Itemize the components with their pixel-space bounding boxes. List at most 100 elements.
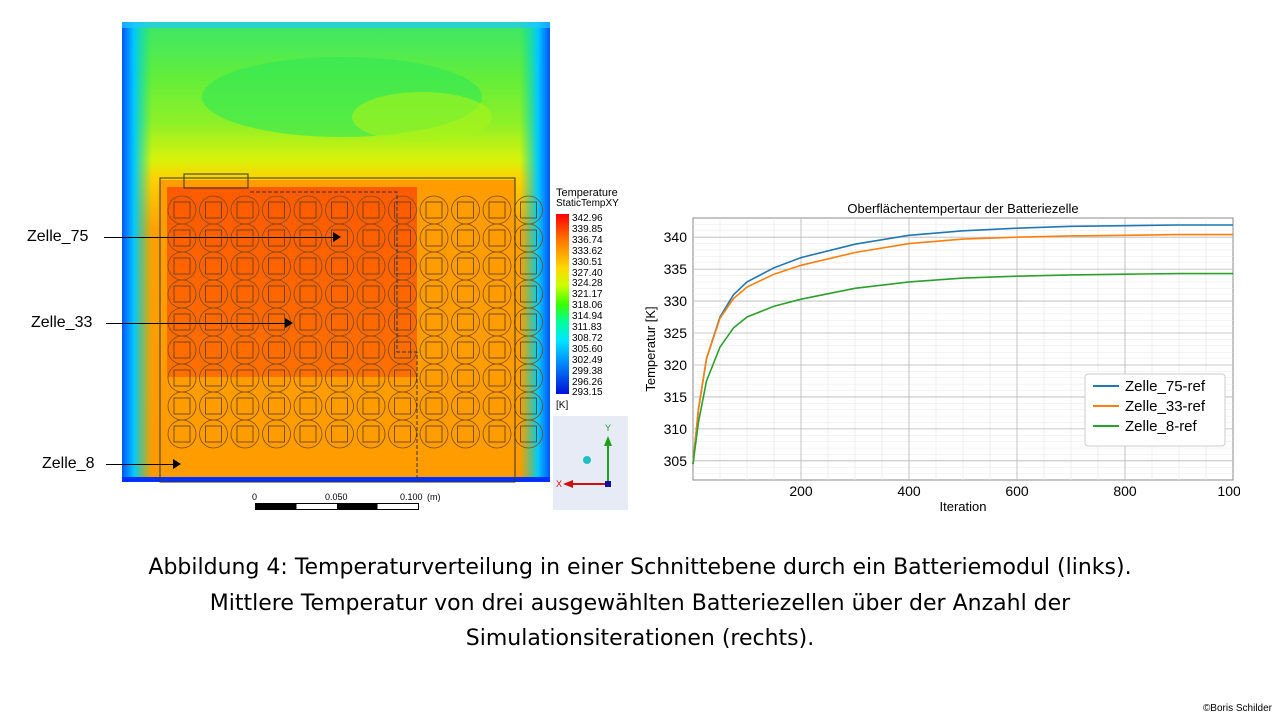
battery-cell-core bbox=[205, 229, 222, 247]
y-tick-label: 340 bbox=[664, 229, 688, 245]
scale-bar: 0 0.050 0.100 (m) bbox=[252, 492, 441, 510]
legend-value: 318.06 bbox=[572, 300, 603, 312]
cell-label-75: Zelle_75 bbox=[27, 228, 89, 245]
battery-cell-core bbox=[236, 257, 254, 275]
battery-cell-core bbox=[362, 313, 380, 331]
battery-cell-core bbox=[331, 229, 348, 247]
legend-value: 342.96 bbox=[572, 213, 603, 224]
battery-cell-core bbox=[488, 369, 506, 387]
battery-cell-core bbox=[236, 341, 254, 359]
battery-cell-core bbox=[173, 229, 191, 247]
x-tick-label: 800 bbox=[1113, 483, 1137, 499]
battery-cell-core bbox=[299, 397, 317, 415]
battery-cell-core bbox=[236, 425, 254, 443]
battery-cell-core bbox=[236, 201, 254, 219]
battery-cell-core bbox=[173, 313, 191, 331]
battery-cell bbox=[451, 419, 480, 449]
battery-cell-core bbox=[425, 341, 443, 359]
y-tick-label: 330 bbox=[664, 293, 688, 309]
battery-cell bbox=[262, 419, 291, 449]
series-line-zelle_8-ref bbox=[692, 272, 1233, 465]
arrow-zelle-75 bbox=[104, 237, 334, 238]
battery-cell bbox=[356, 419, 386, 449]
axis-x-label: X bbox=[556, 479, 563, 489]
battery-cell-core bbox=[299, 313, 317, 331]
axis-triad bbox=[563, 436, 612, 488]
battery-cell-core bbox=[362, 369, 380, 387]
legend-value: 330.51 bbox=[572, 256, 603, 268]
battery-cell-core bbox=[425, 425, 443, 443]
x-axis-label: Iteration bbox=[940, 499, 987, 514]
battery-cell bbox=[230, 419, 260, 449]
battery-cell-core bbox=[331, 201, 348, 219]
battery-cell-core bbox=[394, 341, 411, 359]
battery-cell-core bbox=[268, 397, 285, 415]
battery-cell-core bbox=[362, 341, 380, 359]
battery-cell bbox=[293, 419, 323, 449]
battery-cell-core bbox=[299, 369, 317, 387]
battery-cell-core bbox=[299, 341, 317, 359]
scale-unit: (m) bbox=[427, 492, 441, 502]
battery-cell-core bbox=[394, 369, 411, 387]
battery-cell-core bbox=[331, 257, 348, 275]
legend-value: 296.26 bbox=[572, 376, 603, 388]
battery-cell-core bbox=[299, 201, 317, 219]
axis-y-label: Y bbox=[605, 423, 612, 433]
scale-label-0: 0 bbox=[252, 492, 258, 502]
legend-value: 299.38 bbox=[572, 365, 603, 377]
battery-cell bbox=[199, 419, 228, 449]
battery-cell-core bbox=[394, 425, 411, 443]
battery-cell-core bbox=[362, 397, 380, 415]
battery-cell-core bbox=[268, 285, 285, 303]
battery-cell-core bbox=[488, 341, 506, 359]
battery-cell-core bbox=[425, 201, 443, 219]
battery-cell-core bbox=[488, 229, 506, 247]
battery-cell-core bbox=[331, 369, 348, 387]
legend-entry: Zelle_8-ref bbox=[1125, 418, 1198, 435]
series-line-zelle_33-ref bbox=[692, 233, 1233, 465]
battery-cell-core bbox=[236, 397, 254, 415]
battery-cell-core bbox=[173, 369, 191, 387]
legend-value: 333.62 bbox=[572, 245, 603, 257]
battery-cell-core bbox=[173, 397, 191, 415]
battery-cell-core bbox=[362, 425, 380, 443]
legend-entry: Zelle_75-ref bbox=[1125, 378, 1206, 395]
y-tick-label: 310 bbox=[664, 421, 688, 437]
copyright-notice: ©Boris Schilder bbox=[1202, 703, 1272, 714]
battery-cell-core bbox=[299, 285, 317, 303]
legend-value: 311.83 bbox=[572, 322, 602, 333]
simulation-figure: Temperature StaticTempXY 342.96 339.85 336… bbox=[122, 22, 628, 510]
battery-cell-core bbox=[205, 425, 222, 443]
legend-value: 314.94 bbox=[572, 311, 603, 323]
battery-cell-core bbox=[457, 313, 474, 331]
battery-cell-core bbox=[268, 201, 285, 219]
battery-cell-core bbox=[362, 229, 380, 247]
battery-cell-core bbox=[205, 257, 222, 275]
chart-title: Oberflächentempertaur der Batteriezelle bbox=[847, 201, 1078, 216]
x-tick-label: 400 bbox=[897, 483, 921, 499]
battery-cell-core bbox=[268, 257, 285, 275]
battery-cell-core bbox=[205, 313, 222, 331]
x-tick-label: 1000 bbox=[1217, 483, 1240, 499]
battery-cell-core bbox=[457, 341, 474, 359]
battery-cell-core bbox=[520, 397, 537, 415]
battery-cell-core bbox=[425, 229, 443, 247]
legend-entry: Zelle_33-ref bbox=[1125, 398, 1206, 415]
battery-cell-core bbox=[394, 313, 411, 331]
y-tick-label: 320 bbox=[664, 357, 688, 373]
battery-cell-core bbox=[205, 369, 222, 387]
temperature-line-chart: 200 400 600 800 1000 305 310 315 320 325 330 335 340… bbox=[643, 201, 1240, 514]
battery-cell-core bbox=[331, 425, 348, 443]
battery-cell-core bbox=[425, 313, 443, 331]
battery-cell-core bbox=[457, 201, 474, 219]
arrow-zelle-33 bbox=[106, 323, 286, 324]
legend-value: 324.28 bbox=[572, 278, 603, 290]
battery-cell-core bbox=[488, 285, 506, 303]
battery-cell-core bbox=[173, 425, 191, 443]
temperature-contour-plot bbox=[122, 22, 552, 510]
arrowhead-zelle-33 bbox=[285, 318, 293, 328]
battery-cell-core bbox=[520, 341, 537, 359]
cell-label-8: Zelle_8 bbox=[42, 455, 95, 472]
legend-value: 321.17 bbox=[572, 289, 603, 301]
temperature-legend: Temperature StaticTempXY 342.96 339.85 336… bbox=[553, 186, 628, 510]
